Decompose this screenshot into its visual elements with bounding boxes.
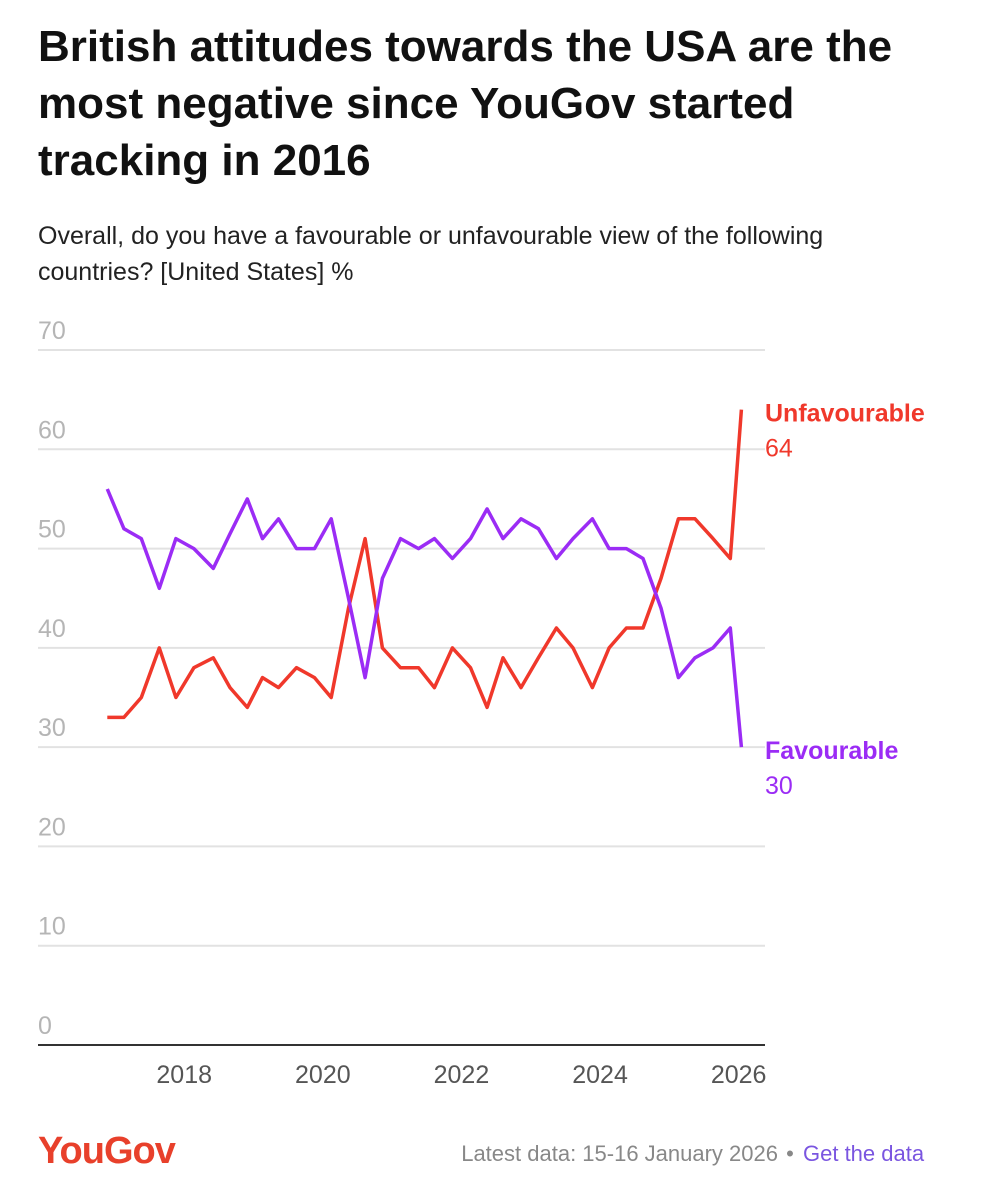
x-tick-label: 2026 xyxy=(711,1061,767,1089)
x-tick-label: 2018 xyxy=(156,1061,212,1089)
series-line xyxy=(107,409,744,720)
y-tick-label: 60 xyxy=(38,416,66,444)
chart-title: British attitudes towards the USA are th… xyxy=(38,22,893,185)
series-line xyxy=(105,488,744,748)
y-tick-label: 10 xyxy=(38,913,66,941)
y-tick-label: 50 xyxy=(38,516,66,544)
footer-note: Latest data: 15-16 January 2026 xyxy=(461,1141,778,1166)
x-tick-label: 2024 xyxy=(572,1061,628,1089)
x-tick-label: 2022 xyxy=(434,1061,490,1089)
x-tick-label: 2020 xyxy=(295,1061,351,1089)
y-tick-label: 70 xyxy=(38,317,66,345)
y-tick-label: 30 xyxy=(38,714,66,742)
logo: YouGov xyxy=(38,1130,176,1172)
y-tick-label: 40 xyxy=(38,615,66,643)
y-tick-label: 20 xyxy=(38,813,66,841)
legend-label: Favourable xyxy=(765,737,898,765)
data-link[interactable]: Get the data xyxy=(803,1141,925,1166)
chart-subtitle: Overall, do you have a favourable or unf… xyxy=(38,222,824,286)
y-tick-label: 0 xyxy=(38,1012,52,1040)
legend-label: Unfavourable xyxy=(765,400,925,428)
data-label: 30 xyxy=(765,772,793,800)
data-label: 64 xyxy=(765,435,793,463)
footer-separator: • xyxy=(786,1141,794,1166)
